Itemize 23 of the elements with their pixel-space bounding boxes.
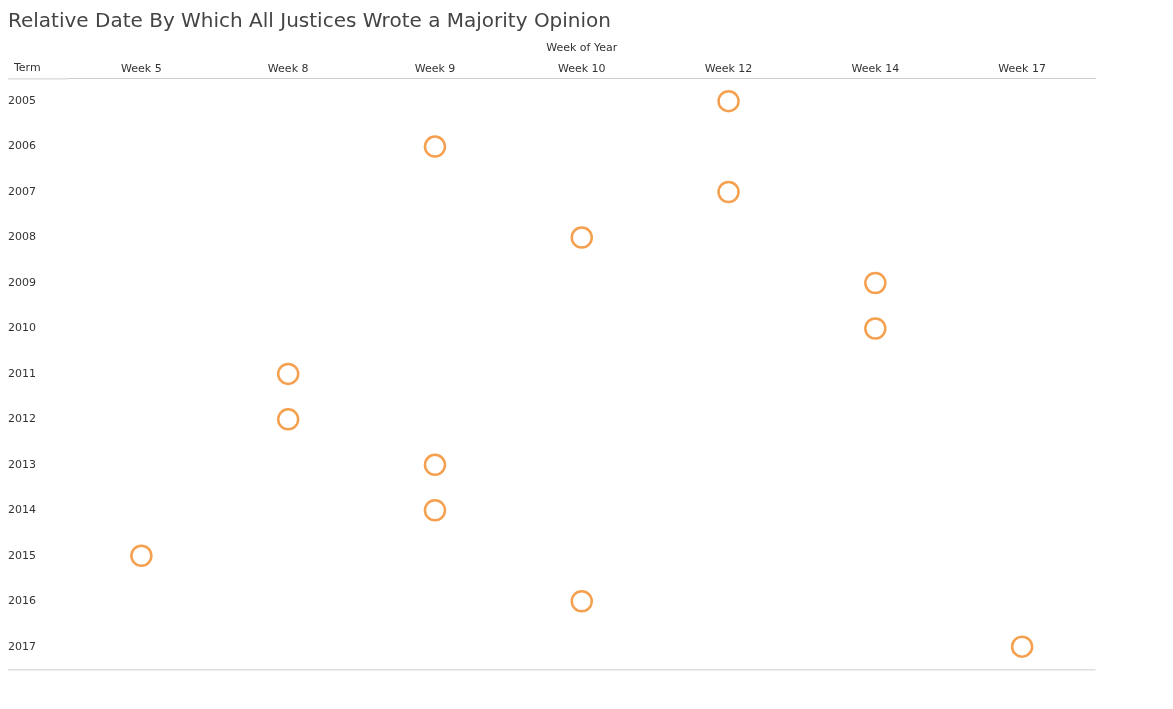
x-tick-label: Week 17 [998, 61, 1046, 75]
y-axis-title: Term [13, 61, 41, 75]
y-tick-label: 2007 [8, 184, 36, 198]
y-tick-label: 2008 [8, 230, 36, 244]
y-tick-label: 2013 [8, 457, 36, 471]
x-axis-title: Week of Year [546, 41, 618, 55]
y-tick-label: 2016 [8, 594, 36, 608]
y-tick-label: 2009 [8, 275, 36, 289]
y-tick-label: 2012 [8, 412, 36, 426]
x-tick-label: Week 5 [121, 61, 162, 75]
chart-title: Relative Date By Which All Justices Wrote a Majority Opinion [8, 8, 613, 32]
x-tick-label: Week 14 [851, 61, 900, 75]
x-tick-label: Week 9 [414, 61, 456, 75]
y-tick-label: 2014 [8, 503, 36, 517]
y-tick-label: 2017 [8, 639, 36, 653]
x-tick-label: Week 12 [704, 61, 753, 75]
x-tick-label: Week 10 [557, 61, 606, 75]
y-tick-label: 2015 [8, 548, 36, 562]
x-tick-label: Week 8 [267, 61, 309, 75]
y-tick-label: 2011 [8, 366, 36, 380]
y-tick-label: 2006 [8, 139, 36, 153]
y-tick-label: 2005 [8, 93, 36, 107]
y-tick-label: 2010 [8, 321, 36, 335]
